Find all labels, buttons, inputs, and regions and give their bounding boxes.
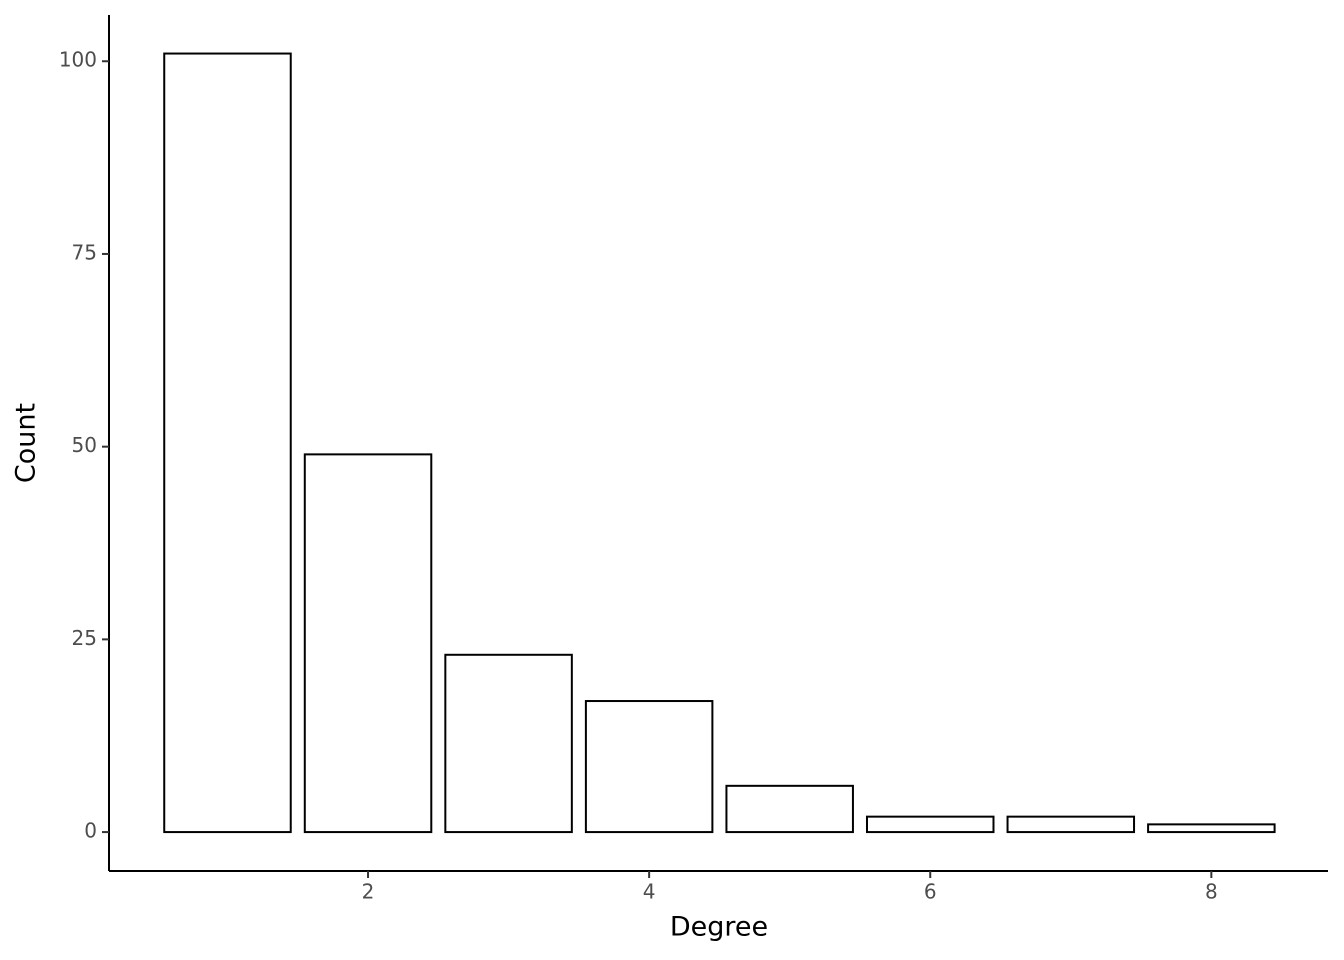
y-tick-label: 50 [72, 433, 97, 457]
bar [1006, 815, 1136, 834]
bar [1147, 823, 1276, 834]
x-tick-label: 8 [1205, 880, 1218, 904]
x-tick-label: 6 [924, 880, 937, 904]
y-tick-label: 0 [84, 819, 97, 843]
bar [584, 700, 714, 834]
bar [163, 52, 292, 834]
bar [865, 815, 995, 834]
bar [444, 653, 573, 834]
y-tick-label: 25 [72, 626, 97, 650]
bar [303, 453, 433, 834]
y-tick-label: 75 [72, 240, 97, 264]
x-tick-label: 2 [362, 880, 375, 904]
bar [725, 784, 854, 834]
y-axis-title: Count [11, 403, 42, 483]
x-axis-title: Degree [670, 912, 768, 943]
y-tick-label: 100 [59, 48, 97, 72]
x-tick-label: 4 [643, 880, 656, 904]
